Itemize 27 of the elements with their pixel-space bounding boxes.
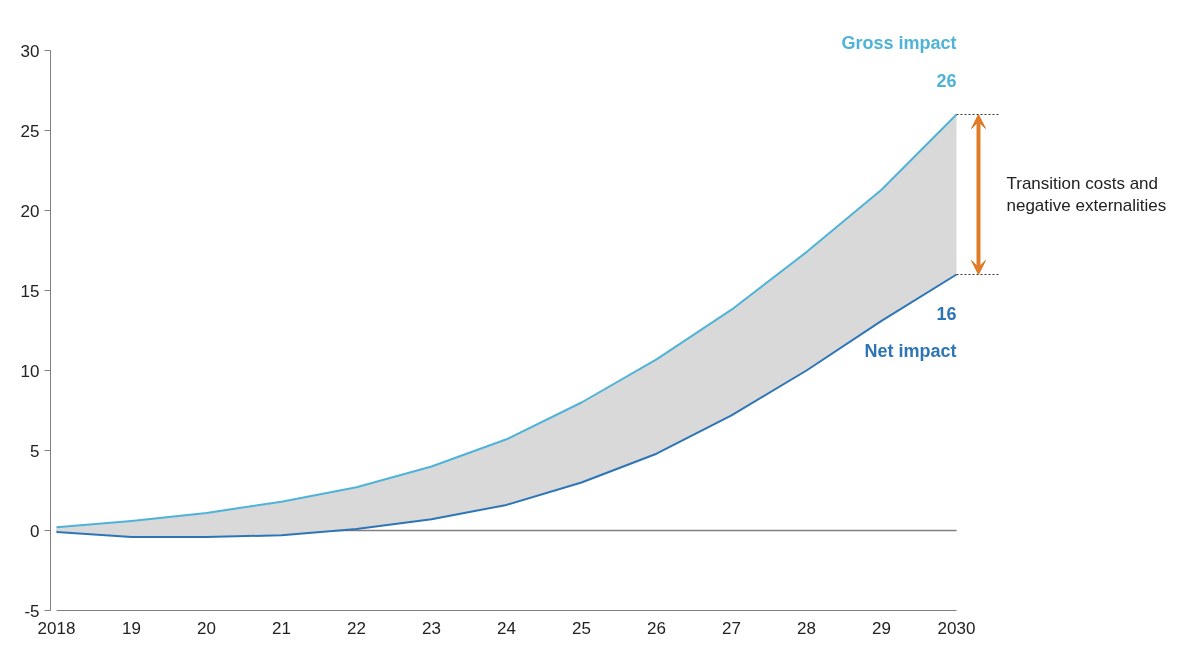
y-tick-label: 25: [20, 121, 40, 141]
x-tick-label: 24: [497, 618, 516, 638]
x-tick-label: 20: [197, 618, 216, 638]
x-tick-label: 29: [872, 618, 891, 638]
x-tick-label: 22: [347, 618, 366, 638]
x-tick-label: 2030: [937, 618, 976, 638]
x-tick-label: 21: [272, 618, 291, 638]
y-tick-label: -5: [24, 601, 40, 621]
line-series: [55, 273, 958, 538]
x-tick-label: 19: [122, 618, 141, 638]
text: Transition costs and negative externalities: [1006, 173, 1167, 216]
x-tick-label: 27: [722, 618, 741, 638]
y-tick-label: 0: [30, 521, 40, 541]
y-tick-label: 20: [20, 201, 40, 221]
y-tick-label: 15: [20, 281, 40, 301]
y-tick-label: 10: [20, 361, 40, 381]
x-tick-label: 28: [797, 618, 816, 638]
x-tick-label: 25: [572, 618, 591, 638]
x-tick-label: 23: [422, 618, 441, 638]
x-tick-label: 26: [647, 618, 666, 638]
y-tick-label: 5: [30, 441, 40, 461]
data-label: 16: [936, 303, 957, 324]
data-label: 26: [936, 70, 957, 91]
series-label: Net impact: [864, 340, 957, 361]
x-tick-label: 2018: [37, 618, 76, 638]
y-tick-label: 30: [20, 41, 40, 61]
text: Gross impact: [841, 32, 957, 53]
